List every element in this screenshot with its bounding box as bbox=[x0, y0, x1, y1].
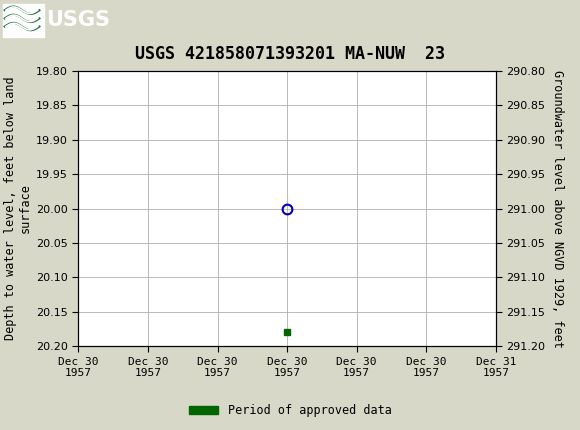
Legend: Period of approved data: Period of approved data bbox=[184, 399, 396, 422]
Y-axis label: Depth to water level, feet below land
surface: Depth to water level, feet below land su… bbox=[4, 77, 32, 341]
Text: USGS: USGS bbox=[46, 10, 110, 31]
Y-axis label: Groundwater level above NGVD 1929, feet: Groundwater level above NGVD 1929, feet bbox=[551, 70, 564, 347]
FancyBboxPatch shape bbox=[3, 4, 43, 37]
Text: USGS 421858071393201 MA-NUW  23: USGS 421858071393201 MA-NUW 23 bbox=[135, 45, 445, 63]
